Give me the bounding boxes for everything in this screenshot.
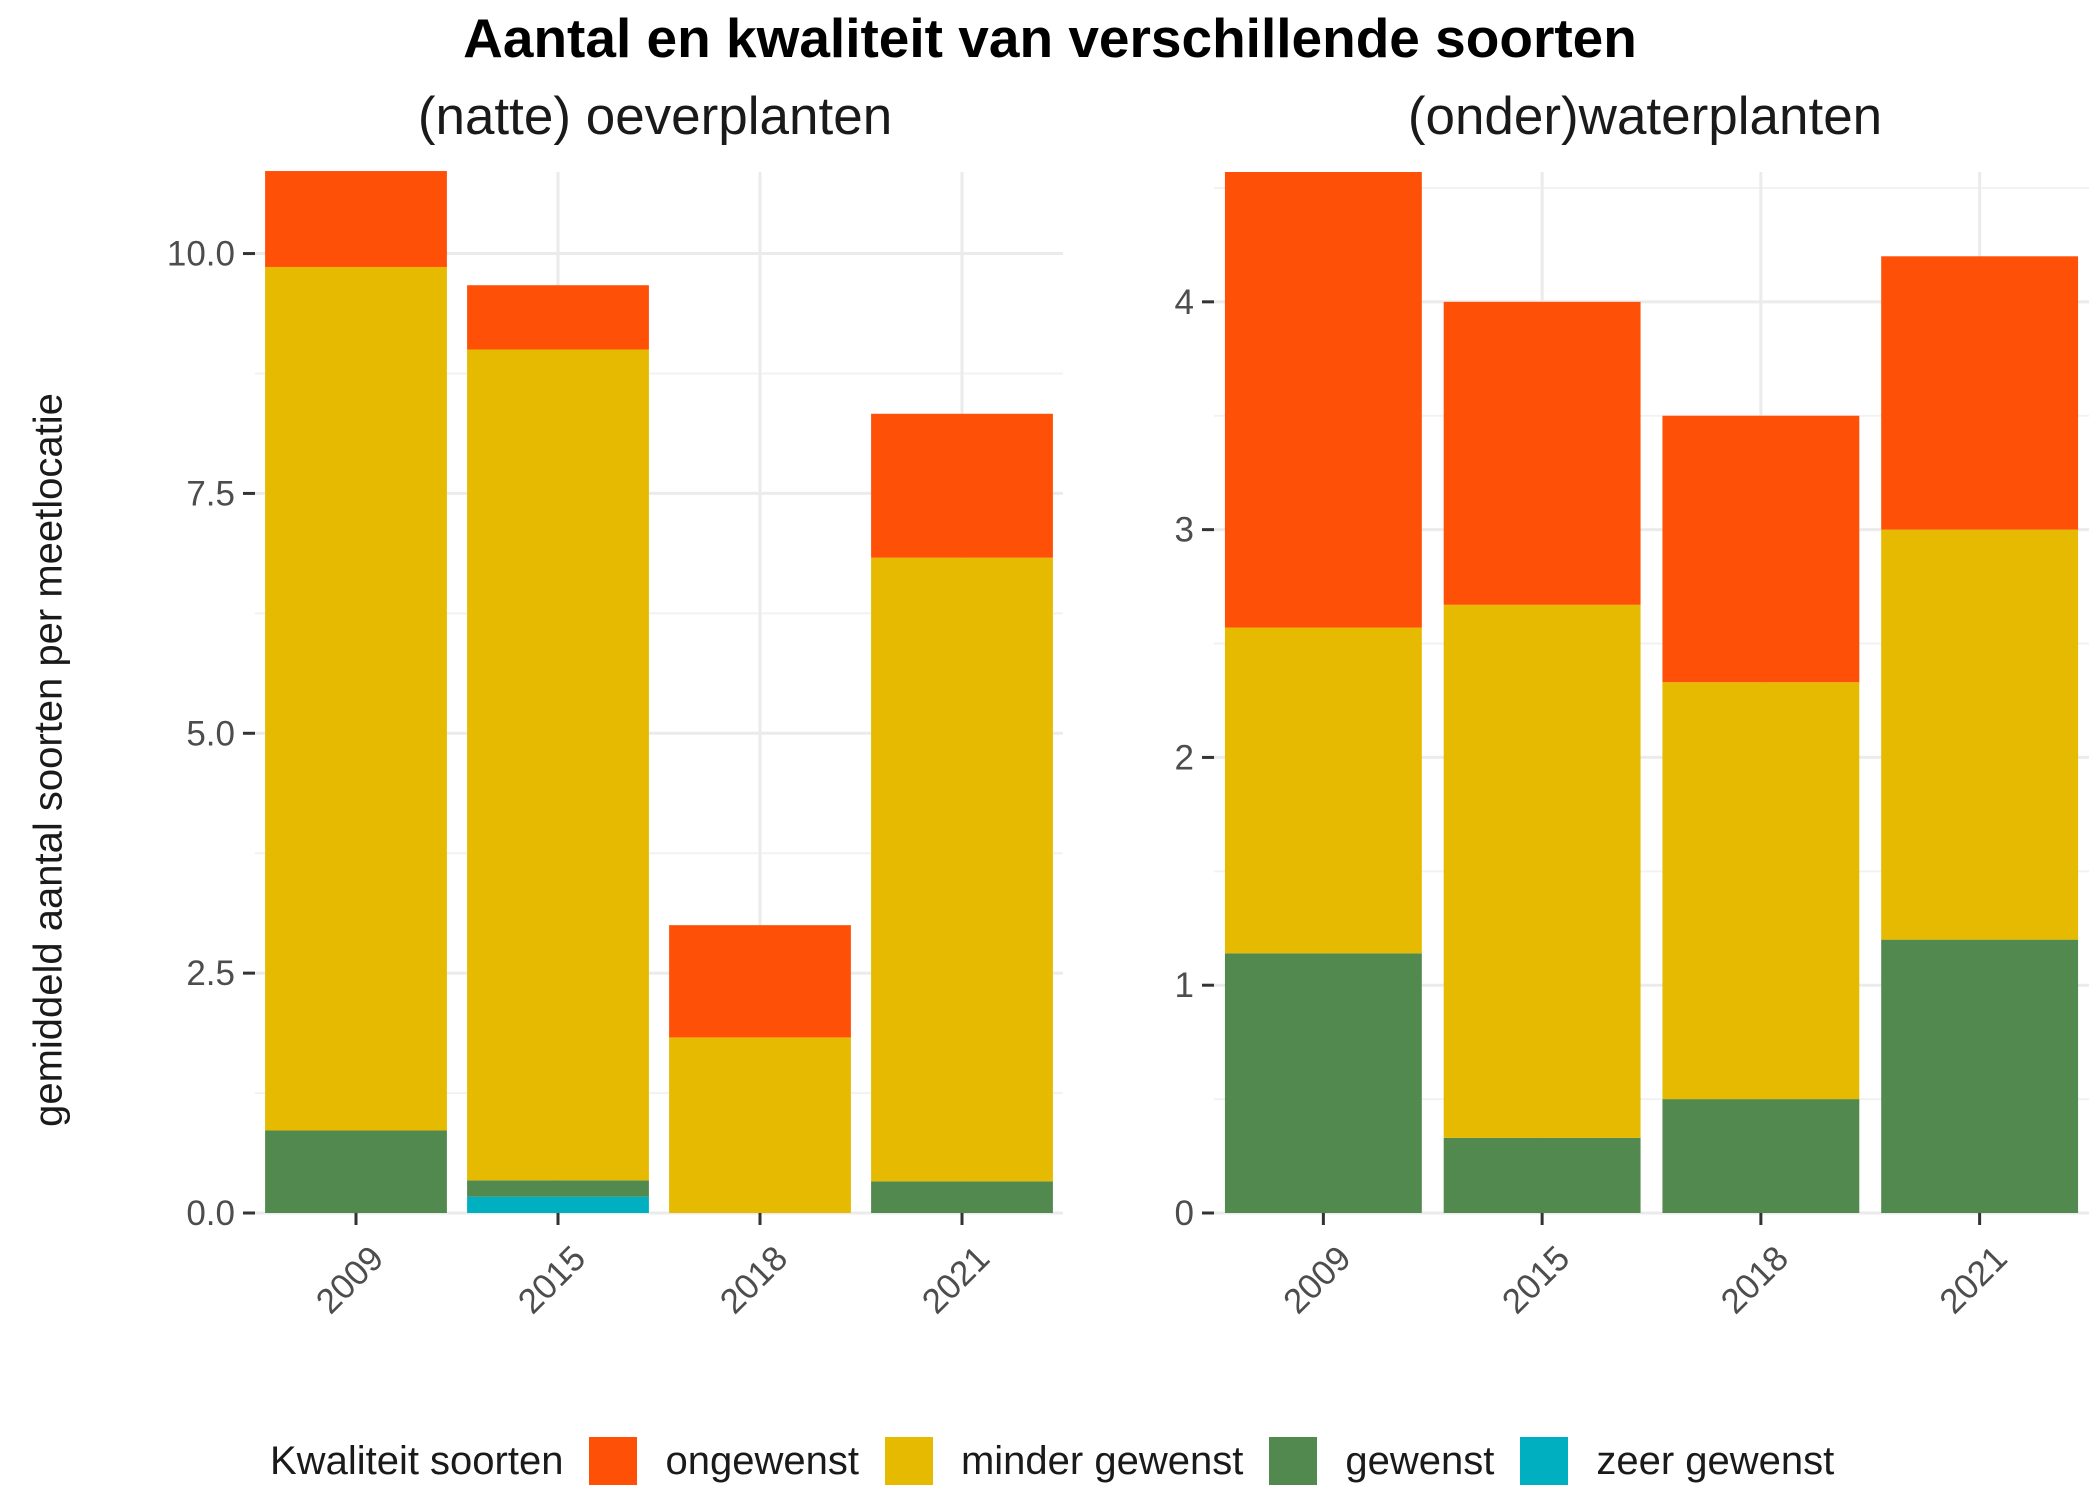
- chart-title: Aantal en kwaliteit van verschillende so…: [463, 7, 1637, 69]
- bar-right-2015-ongewenst: [1443, 301, 1641, 605]
- legend-item-zeer-gewenst: zeer gewenst: [1520, 1437, 1834, 1485]
- bar-left-2018-ongewenst: [669, 925, 851, 1038]
- x-tick-label-right-2018: 2018: [1713, 1239, 1796, 1322]
- bar-right-2009-minder-gewenst: [1224, 627, 1422, 954]
- legend-item-gewenst: gewenst: [1269, 1437, 1494, 1485]
- legend-swatch-ongewenst: [589, 1437, 638, 1485]
- legend-swatch-minder-gewenst: [884, 1437, 933, 1485]
- legend-label-minder-gewenst: minder gewenst: [960, 1438, 1244, 1483]
- legend-label-gewenst: gewenst: [1345, 1438, 1495, 1483]
- bar-left-2009-ongewenst: [265, 171, 447, 267]
- bar-right-2018-ongewenst: [1662, 415, 1860, 683]
- bar-right-2021-gewenst: [1881, 939, 2079, 1213]
- bar-left-2015-zeer-gewenst: [467, 1196, 649, 1213]
- y-tick-label-left: 5.0: [186, 714, 235, 753]
- plot-area: 0.0 2.5 5.0 7.5 10.0 2009 2015 2018 2021 0 1 2 3 4 200…: [167, 171, 2089, 1322]
- bar-left-2021-minder-gewenst: [871, 557, 1053, 1182]
- y-tick-label-left: 10.0: [167, 235, 235, 274]
- legend-swatch-zeer-gewenst: [1520, 1437, 1569, 1485]
- bar-right-2009-gewenst: [1224, 953, 1422, 1213]
- x-tick-label-left-2009: 2009: [309, 1239, 392, 1322]
- bar-left-2015-minder-gewenst: [467, 349, 649, 1181]
- legend-label-ongewenst: ongewenst: [665, 1438, 859, 1483]
- legend: Kwaliteit soorten ongewenst minder gewen…: [270, 1432, 1850, 1490]
- bar-right-2009-ongewenst: [1224, 172, 1422, 628]
- bar-left-2009-minder-gewenst: [265, 266, 447, 1131]
- panel-title-left: (natte) oeverplanten: [417, 87, 893, 146]
- y-tick-label-right: 0: [1175, 1194, 1194, 1233]
- bar-left-2009-gewenst: [265, 1130, 447, 1213]
- y-tick-label-right: 1: [1175, 966, 1194, 1005]
- y-tick-label-left: 0.0: [186, 1194, 235, 1233]
- panel-title-right: (onder)waterplanten: [1407, 87, 1883, 146]
- bar-left-2018-minder-gewenst: [669, 1037, 851, 1213]
- bar-left-2015-gewenst: [467, 1180, 649, 1197]
- bar-right-2021-minder-gewenst: [1881, 529, 2079, 940]
- bar-right-2015-gewenst: [1443, 1137, 1641, 1213]
- y-tick-label-left: 2.5: [186, 954, 235, 993]
- legend-swatch-gewenst: [1269, 1437, 1318, 1485]
- x-tick-label-left-2018: 2018: [713, 1239, 796, 1322]
- bar-left-2021-gewenst: [871, 1181, 1053, 1213]
- bar-left-2021-ongewenst: [871, 413, 1053, 558]
- bar-right-2015-minder-gewenst: [1443, 604, 1641, 1138]
- y-tick-label-right: 3: [1175, 511, 1194, 550]
- legend-title: Kwaliteit soorten: [270, 1438, 564, 1483]
- y-tick-label-right: 4: [1175, 283, 1194, 322]
- x-tick-label-right-2009: 2009: [1276, 1239, 1359, 1322]
- x-tick-label-right-2015: 2015: [1495, 1239, 1578, 1322]
- bar-right-2018-minder-gewenst: [1662, 682, 1860, 1100]
- bar-left-2015-ongewenst: [467, 285, 649, 350]
- x-tick-label-left-2021: 2021: [915, 1239, 998, 1322]
- legend-item-minder-gewenst: minder gewenst: [884, 1437, 1244, 1485]
- x-tick-label-left-2015: 2015: [511, 1239, 594, 1322]
- bar-right-2018-gewenst: [1662, 1099, 1860, 1213]
- y-tick-label-right: 2: [1175, 738, 1194, 777]
- y-tick-label-left: 7.5: [186, 474, 235, 513]
- x-tick-label-right-2021: 2021: [1932, 1239, 2015, 1322]
- legend-label-zeer-gewenst: zeer gewenst: [1596, 1438, 1835, 1483]
- bar-right-2021-ongewenst: [1881, 256, 2079, 530]
- legend-item-ongewenst: ongewenst: [589, 1437, 859, 1485]
